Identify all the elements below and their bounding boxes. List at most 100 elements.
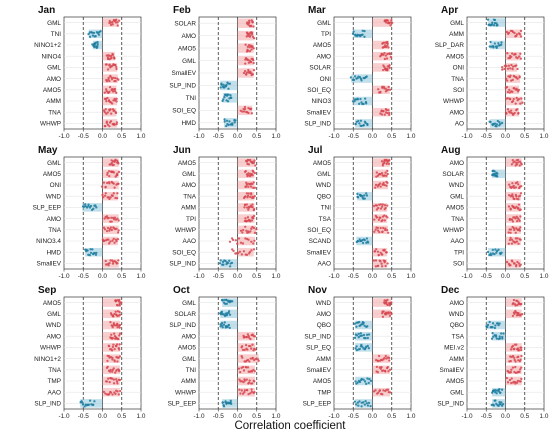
data-point bbox=[118, 171, 120, 173]
data-point bbox=[118, 229, 120, 231]
data-point bbox=[364, 239, 366, 241]
data-point bbox=[381, 265, 383, 267]
data-point bbox=[509, 67, 511, 69]
x-tick-label: 0.5 bbox=[252, 133, 261, 140]
x-tick-label: 0.0 bbox=[98, 413, 107, 420]
data-point bbox=[104, 92, 106, 94]
data-point bbox=[253, 181, 255, 183]
x-tick-label: 0.5 bbox=[252, 273, 261, 280]
data-point bbox=[113, 164, 115, 166]
data-point bbox=[518, 55, 520, 57]
data-point bbox=[386, 170, 388, 172]
data-point bbox=[250, 48, 252, 50]
data-point bbox=[387, 304, 389, 306]
data-point bbox=[118, 393, 120, 395]
data-point bbox=[107, 378, 109, 380]
data-point bbox=[93, 400, 95, 402]
data-point bbox=[112, 262, 114, 264]
data-point bbox=[220, 86, 222, 88]
data-point bbox=[112, 23, 114, 25]
x-tick-label: -1.0 bbox=[58, 413, 69, 420]
panel-aug: Aug AMO SOLAR WND GML AMO5 TNA WHWP AAO TPI SOI -1.… bbox=[441, 145, 549, 280]
x-tick-label: -1.0 bbox=[193, 273, 204, 280]
data-point bbox=[107, 264, 109, 266]
index-label: TPI bbox=[454, 249, 464, 256]
index-label: GML bbox=[182, 300, 196, 307]
data-point bbox=[112, 195, 114, 197]
data-point bbox=[388, 112, 390, 114]
data-point bbox=[229, 83, 231, 85]
x-tick-label: -0.5 bbox=[78, 133, 89, 140]
data-point bbox=[366, 194, 368, 196]
data-point bbox=[114, 88, 116, 90]
data-point bbox=[251, 382, 253, 384]
data-point bbox=[382, 182, 384, 184]
index-label: GML bbox=[317, 171, 331, 178]
data-point bbox=[116, 380, 118, 382]
data-point bbox=[513, 98, 515, 100]
data-point bbox=[505, 112, 507, 114]
data-point bbox=[222, 401, 224, 403]
panel-title: Apr bbox=[441, 5, 458, 16]
data-point bbox=[89, 254, 91, 256]
data-point bbox=[110, 226, 112, 228]
data-point bbox=[518, 98, 520, 100]
data-point bbox=[116, 121, 118, 123]
data-point bbox=[245, 344, 247, 346]
data-point bbox=[387, 109, 389, 111]
data-point bbox=[364, 197, 366, 199]
data-point bbox=[115, 92, 117, 94]
data-point bbox=[221, 322, 223, 324]
data-point bbox=[378, 231, 380, 233]
data-point bbox=[499, 337, 501, 339]
data-point bbox=[521, 102, 523, 104]
data-point bbox=[516, 240, 518, 242]
index-label: HMD bbox=[46, 249, 61, 256]
data-point bbox=[356, 193, 358, 195]
data-point bbox=[230, 403, 232, 405]
data-point bbox=[508, 183, 510, 185]
data-point bbox=[353, 79, 355, 81]
data-point bbox=[360, 405, 362, 407]
data-point bbox=[246, 389, 248, 391]
data-point bbox=[387, 173, 389, 175]
data-point bbox=[253, 391, 255, 393]
data-point bbox=[511, 163, 513, 165]
x-tick-label: 0.5 bbox=[117, 273, 126, 280]
data-point bbox=[228, 324, 230, 326]
index-label: AMO bbox=[316, 311, 331, 318]
data-point bbox=[511, 182, 513, 184]
panel-title: Nov bbox=[308, 285, 327, 296]
index-label: AMO5 bbox=[313, 378, 332, 385]
data-point bbox=[509, 239, 511, 241]
data-point bbox=[520, 366, 522, 368]
data-point bbox=[109, 86, 111, 88]
data-point bbox=[499, 392, 501, 394]
data-point bbox=[86, 249, 88, 251]
data-point bbox=[387, 232, 389, 234]
data-point bbox=[508, 32, 510, 34]
data-point bbox=[382, 203, 384, 205]
data-point bbox=[513, 262, 515, 264]
data-point bbox=[239, 251, 241, 253]
panel-title: Feb bbox=[173, 5, 191, 16]
data-point bbox=[390, 56, 392, 58]
data-point bbox=[375, 229, 377, 231]
data-point bbox=[384, 260, 386, 262]
data-point bbox=[105, 186, 107, 188]
data-point bbox=[520, 30, 522, 32]
data-point bbox=[253, 37, 255, 39]
data-point bbox=[119, 332, 121, 334]
index-label: AMM bbox=[449, 356, 464, 363]
data-point bbox=[223, 118, 225, 120]
index-label: SLP_EEP bbox=[33, 205, 61, 212]
x-tick-label: 0.5 bbox=[387, 133, 396, 140]
data-point bbox=[510, 348, 512, 350]
index-label: AMO bbox=[46, 76, 61, 83]
index-label: NINO4 bbox=[41, 53, 61, 60]
data-point bbox=[111, 229, 113, 231]
data-point bbox=[511, 193, 513, 195]
x-tick-label: -1.0 bbox=[461, 273, 472, 280]
data-point bbox=[116, 360, 118, 362]
data-point bbox=[117, 338, 119, 340]
